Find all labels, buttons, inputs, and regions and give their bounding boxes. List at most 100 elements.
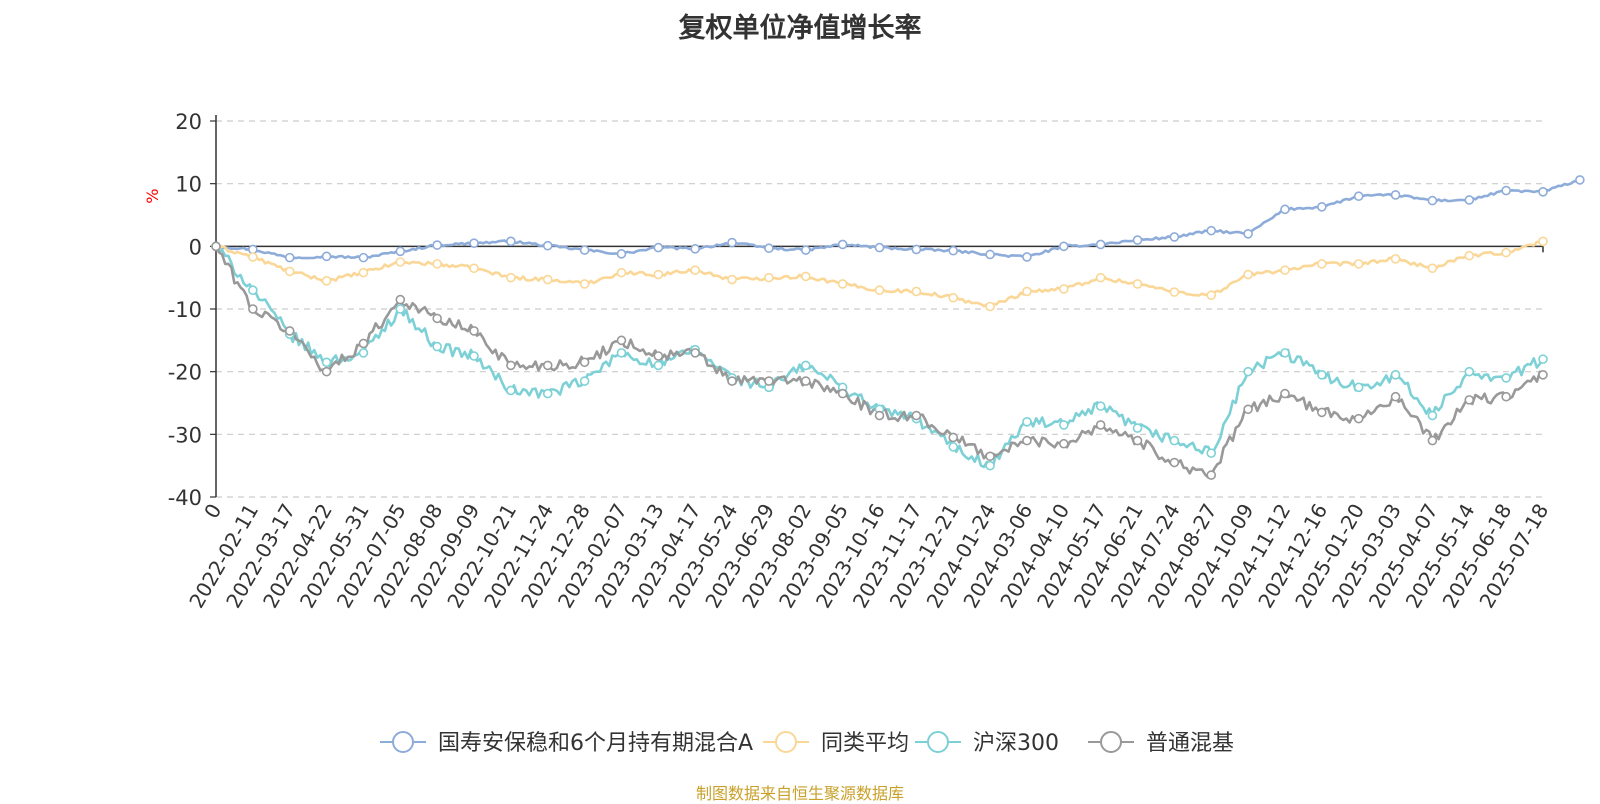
data-point <box>1095 420 1106 430</box>
data-point <box>1169 287 1180 297</box>
grid-layer <box>216 120 1543 498</box>
data-point <box>764 376 774 386</box>
data-point <box>358 338 369 349</box>
data-point <box>1353 191 1364 201</box>
data-point <box>542 240 553 251</box>
data-point <box>1022 416 1032 427</box>
data-point <box>1390 190 1401 200</box>
data-point <box>469 326 479 336</box>
legend-label: 国寿安保稳和6个月持有期混合A <box>438 731 753 756</box>
data-point <box>579 357 590 368</box>
data-point <box>911 244 922 255</box>
data-point <box>432 240 442 250</box>
data-point <box>1132 279 1143 289</box>
data-point <box>506 236 516 247</box>
data-point <box>395 257 406 267</box>
data-point <box>727 237 737 248</box>
data-point <box>1317 202 1327 212</box>
data-point <box>1353 382 1364 393</box>
data-point <box>506 385 516 396</box>
data-point <box>1169 435 1180 446</box>
series-layer <box>214 178 1581 479</box>
data-point <box>248 285 258 296</box>
data-point <box>764 272 774 283</box>
legend-label: 普通混基 <box>1146 731 1234 756</box>
data-point <box>395 294 406 305</box>
data-point <box>837 388 848 399</box>
data-point <box>1280 348 1290 358</box>
data-point <box>1317 369 1327 380</box>
data-point <box>579 245 590 255</box>
legend: 国寿安保稳和6个月持有期混合A 同类平均 沪深300 普通混基 <box>380 731 1234 756</box>
data-point <box>948 292 959 303</box>
marker-layer <box>211 175 1585 480</box>
y-tick-label: 20 <box>175 110 202 134</box>
data-point <box>469 351 479 361</box>
data-point <box>1095 272 1106 283</box>
data-point <box>1317 407 1327 418</box>
y-tick-label: 10 <box>175 173 202 197</box>
data-point <box>690 348 700 358</box>
y-tick-label: -40 <box>168 486 202 510</box>
data-point <box>874 285 885 296</box>
data-point <box>1353 413 1364 424</box>
data-point <box>800 376 811 386</box>
data-point <box>985 460 995 471</box>
data-point <box>1059 420 1069 430</box>
data-point <box>1059 241 1069 252</box>
legend-item-2[interactable]: 沪深300 <box>915 731 1059 756</box>
data-point <box>911 410 922 421</box>
data-point <box>1022 252 1032 262</box>
data-point <box>800 245 811 255</box>
data-point <box>284 266 295 277</box>
data-point <box>358 267 369 278</box>
data-point <box>1169 457 1180 468</box>
data-point <box>874 410 885 421</box>
y-tick-label: 0 <box>189 235 202 259</box>
data-point <box>653 360 664 371</box>
data-point <box>1132 435 1143 446</box>
legend-label: 沪深300 <box>973 731 1059 756</box>
source-note: 制图数据来自恒生聚源数据库 <box>695 784 904 803</box>
data-point <box>1132 423 1143 433</box>
data-point <box>1538 187 1548 197</box>
data-point <box>395 246 406 257</box>
data-point <box>1022 286 1032 297</box>
data-point <box>1390 369 1401 380</box>
data-point <box>911 286 922 297</box>
legend-item-0[interactable]: 国寿安保稳和6个月持有期混合A <box>380 731 753 756</box>
data-point <box>432 313 442 324</box>
data-point <box>1206 290 1217 301</box>
data-point <box>1022 435 1032 446</box>
data-point <box>1095 239 1106 250</box>
data-point <box>542 360 553 371</box>
data-point <box>469 263 479 274</box>
data-point <box>874 242 885 253</box>
data-point <box>1280 265 1290 275</box>
data-point <box>1317 259 1327 269</box>
legend-item-1[interactable]: 同类平均 <box>763 731 909 756</box>
data-point <box>1427 410 1438 421</box>
data-point <box>432 259 442 269</box>
data-point <box>1501 247 1511 258</box>
data-point <box>1280 204 1290 215</box>
data-point <box>985 301 995 312</box>
series-line-0 <box>215 178 1581 260</box>
data-point <box>653 242 664 253</box>
data-point <box>1501 391 1511 402</box>
data-point <box>321 275 332 286</box>
data-point <box>1538 236 1548 247</box>
chart-title: 复权单位净值增长率 <box>678 13 922 44</box>
data-point <box>1243 229 1253 239</box>
data-point <box>1390 391 1401 402</box>
data-point <box>1427 195 1438 206</box>
data-point <box>211 241 221 252</box>
legend-marker <box>1100 731 1122 753</box>
legend-item-3[interactable]: 普通混基 <box>1088 731 1234 756</box>
data-point <box>616 335 627 346</box>
data-point <box>248 304 258 314</box>
data-point <box>985 249 995 260</box>
data-point <box>1206 470 1217 480</box>
data-point <box>1427 435 1438 446</box>
